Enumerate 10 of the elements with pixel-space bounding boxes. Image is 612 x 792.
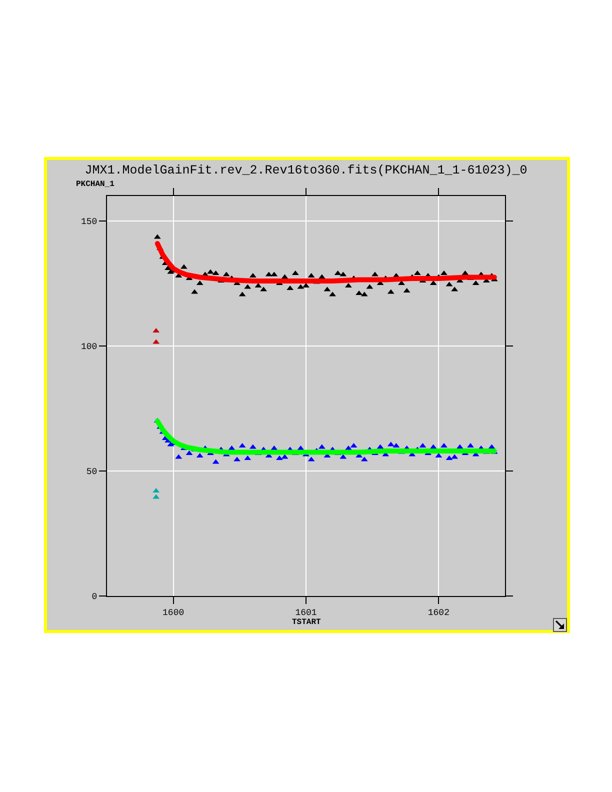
y-axis-title: PKCHAN_1 (76, 180, 115, 189)
x-axis-title: TSTART (292, 618, 322, 627)
chart-title: JMX1.ModelGainFit.rev_2.Rev16to360.fits(PKCHAN_1_1-61023)_0 (84, 163, 528, 178)
x-tick-label: 1601 (295, 608, 317, 618)
x-tick-label: 1602 (428, 608, 450, 618)
y-tick-label: 150 (80, 217, 98, 228)
y-tick-label: 50 (86, 467, 98, 478)
x-tick-label: 1600 (162, 608, 184, 618)
y-tick-label: 0 (92, 592, 98, 602)
y-tick-label: 100 (80, 342, 98, 352)
